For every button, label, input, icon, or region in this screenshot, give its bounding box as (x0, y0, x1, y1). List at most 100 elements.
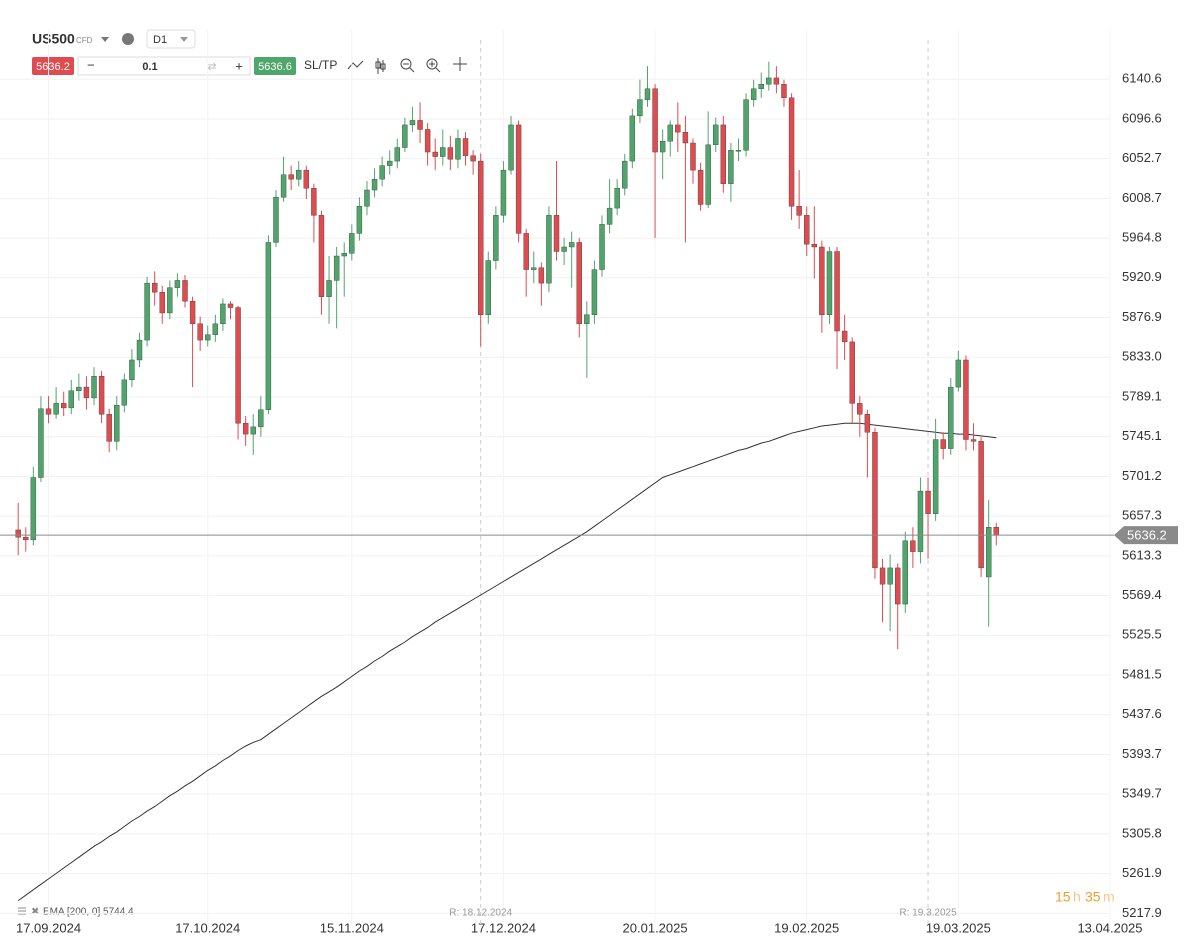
timeframe-box[interactable] (146, 29, 196, 49)
y-tick-label: 5393.7 (1122, 746, 1162, 761)
symbol-caret[interactable] (101, 37, 109, 42)
candle-body (417, 120, 423, 130)
y-tick-label: 6096.6 (1122, 110, 1162, 125)
candle-body (250, 426, 256, 435)
candle-body (189, 301, 196, 325)
y-tick-label: 6008.7 (1122, 190, 1162, 205)
candle-body (735, 150, 742, 152)
candle-body (788, 97, 795, 207)
candle-body (857, 403, 863, 415)
candle-body (766, 77, 772, 85)
candle-body (136, 339, 143, 361)
candle-body (144, 282, 150, 341)
candle-body (879, 567, 886, 585)
candle-body (379, 165, 385, 180)
candle-body (83, 386, 90, 399)
candle-body (440, 147, 446, 157)
symbol[interactable]: US500 (32, 31, 75, 47)
zoom-out-icon[interactable] (400, 58, 412, 70)
timer-minutes: 35 (1085, 889, 1101, 905)
y-tick-label: 5217.9 (1122, 905, 1162, 920)
candle-body (599, 224, 605, 270)
candle-body (159, 291, 165, 314)
candle-body (30, 477, 37, 541)
candle-body (60, 403, 67, 409)
candle-body (667, 124, 673, 142)
buy-price: 5636.6 (258, 61, 292, 73)
candle-body (546, 215, 552, 284)
candle-body (553, 215, 560, 252)
candle-body (834, 251, 840, 332)
candle-body (121, 379, 128, 406)
candle-body (826, 251, 833, 315)
candle-body (781, 84, 787, 99)
legend-menu-icon[interactable] (18, 907, 26, 915)
candle-body (311, 188, 317, 216)
y-tick-label: 5701.2 (1122, 468, 1162, 483)
plus[interactable]: + (235, 58, 243, 73)
y-tick-label: 5964.8 (1122, 230, 1162, 245)
y-tick-label: 5349.7 (1122, 786, 1162, 801)
x-tick-label: 19.02.2025 (774, 920, 839, 935)
candle-body (151, 282, 158, 293)
legend-close-icon[interactable]: ✖ (31, 907, 39, 918)
candle-tool-icon[interactable] (375, 58, 386, 74)
swap-icon[interactable]: ⇄ (207, 61, 216, 73)
x-tick-label: 17.10.2024 (175, 920, 240, 935)
candle-body (106, 414, 112, 442)
candle-body (531, 267, 537, 270)
y-tick-label: 6140.6 (1122, 71, 1162, 86)
candle-body (424, 129, 431, 153)
zoom-in-icon[interactable] (426, 58, 438, 70)
candle-body (296, 169, 302, 180)
candle-body (659, 140, 666, 153)
candle-body (485, 260, 491, 315)
volume[interactable]: 0.1 (142, 61, 157, 73)
candle-body (955, 359, 962, 388)
candle-body (326, 280, 332, 297)
candle-body (432, 151, 438, 157)
buy-button[interactable] (254, 57, 296, 75)
line-tool-icon[interactable] (347, 60, 364, 70)
candle-body (265, 242, 272, 410)
candle-body (637, 99, 643, 117)
timer-minutes-unit: m (1103, 889, 1115, 905)
info-icon[interactable] (122, 33, 134, 45)
candle-body (76, 386, 82, 391)
candle-body (455, 138, 461, 160)
candle-body (750, 88, 757, 100)
candle-body (841, 330, 848, 343)
zoom-in-mark (429, 61, 441, 73)
timeframe: D1 (153, 34, 167, 46)
candle-body (318, 215, 325, 297)
candle-body (773, 77, 780, 85)
candle-body (500, 169, 507, 216)
move-icon[interactable] (453, 57, 467, 71)
sltp[interactable]: SL/TP (304, 58, 337, 72)
ema-legend: ✖ EMA [200, 0] 5744.4 (18, 907, 134, 918)
candle-body (978, 441, 984, 569)
candle-body (182, 280, 188, 302)
candle-body (45, 408, 52, 415)
candle-body (447, 147, 454, 160)
candle-body (462, 138, 469, 156)
candle-body (15, 529, 21, 538)
ema-line (17, 422, 997, 902)
candle-body (387, 160, 393, 166)
candle-body (849, 341, 855, 404)
candle-body (606, 207, 613, 225)
candle-body (129, 359, 135, 381)
y-tick-label: 5613.3 (1122, 547, 1162, 562)
x-tick-label: 15.11.2024 (320, 920, 384, 935)
marker-label: R: 19.3.2025 (899, 908, 957, 919)
timer-hours: 15 (1055, 889, 1071, 905)
last-price-label: 5636.2 (1127, 528, 1167, 543)
sell-button[interactable] (32, 57, 74, 75)
candle-body (584, 314, 590, 325)
x-tick-label: 19.03.2025 (926, 920, 991, 935)
candle-body (690, 142, 696, 171)
candle-body (591, 269, 598, 315)
volume-box[interactable] (77, 56, 251, 76)
candle-body (197, 323, 203, 341)
minus[interactable]: − (87, 57, 95, 72)
